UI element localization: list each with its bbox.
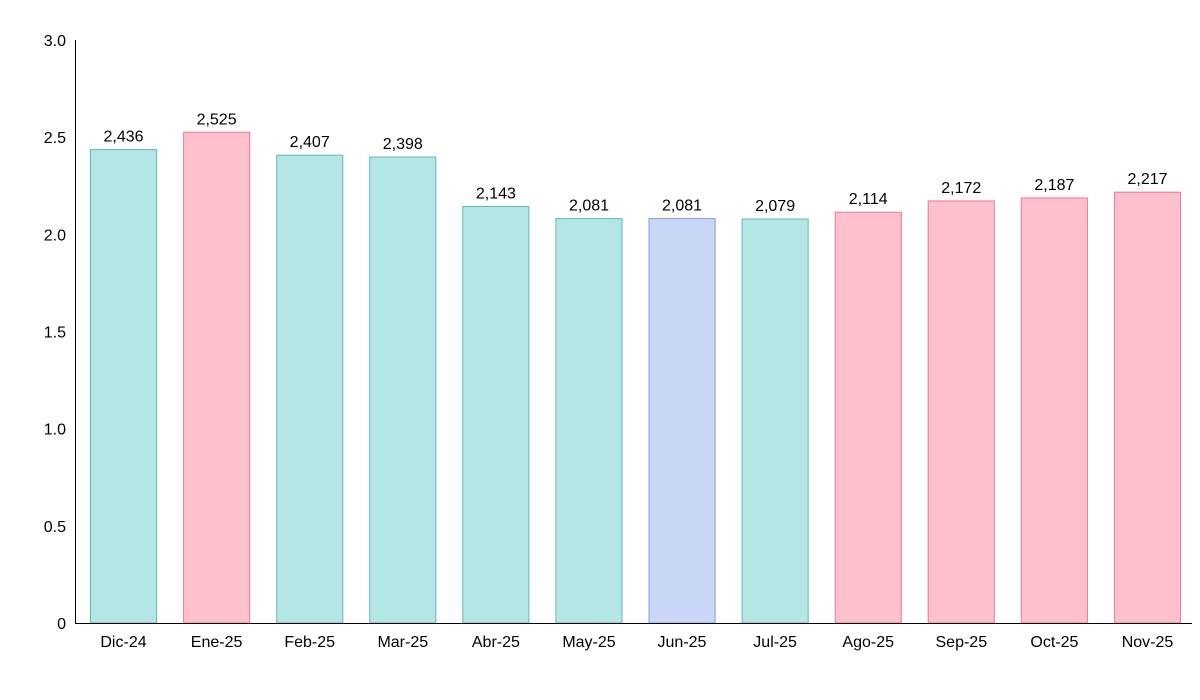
- y-tick-label: 2.0: [44, 227, 66, 244]
- data-label: 2,187: [1034, 177, 1074, 194]
- data-label: 2,114: [849, 191, 888, 208]
- y-axis: 0 0.5 1.0 1.5 2.0 2.5 3.0: [44, 33, 76, 633]
- bar-sep-25: [927, 200, 995, 624]
- bar-jun-25: [648, 218, 716, 624]
- y-tick-label: 3.0: [44, 33, 66, 50]
- bar-mar-25: [369, 156, 437, 624]
- data-label: 2,436: [103, 129, 143, 146]
- x-tick-label: Oct-25: [1030, 634, 1078, 651]
- data-label: 2,081: [662, 198, 702, 215]
- data-labels: 2,436 2,525 2,407 2,398 2,143 2,081 2,081 2,079…: [103, 111, 1167, 215]
- y-tick-label: 1.5: [44, 325, 66, 342]
- data-label: 2,081: [569, 198, 609, 215]
- bar-nov-25: [1113, 191, 1182, 624]
- x-tick-label: Nov-25: [1122, 634, 1174, 651]
- bar-feb-25: [276, 154, 344, 624]
- x-tick-label: Sep-25: [936, 634, 988, 651]
- bar-dic-24: [90, 149, 158, 624]
- y-tick-label: 1.0: [44, 422, 66, 439]
- x-tick-label: Feb-25: [284, 634, 335, 651]
- bar-ago-25: [834, 211, 902, 624]
- data-label: 2,398: [383, 136, 423, 153]
- data-label: 2,172: [941, 180, 981, 197]
- y-tick-label: 0.5: [44, 519, 66, 536]
- data-label: 2,525: [197, 111, 237, 128]
- x-tick-label: Ago-25: [842, 634, 894, 651]
- bar-abr-25: [462, 206, 530, 624]
- x-tick-label: Dic-24: [100, 634, 146, 651]
- bar-oct-25: [1020, 197, 1088, 624]
- bar-jul-25: [741, 218, 809, 624]
- data-label: 2,407: [290, 134, 330, 151]
- data-label: 2,143: [476, 186, 516, 203]
- y-tick-label: 2.5: [44, 130, 66, 147]
- x-tick-label: Jun-25: [658, 634, 707, 651]
- x-tick-label: Mar-25: [377, 634, 428, 651]
- data-label: 2,079: [755, 198, 795, 215]
- data-label: 2,217: [1127, 171, 1167, 188]
- bar-may-25: [555, 218, 623, 624]
- x-tick-label: May-25: [562, 634, 615, 651]
- x-tick-label: Ene-25: [191, 634, 243, 651]
- x-axis: Dic-24 Ene-25 Feb-25 Mar-25 Abr-25 May-25 Jun-…: [75, 623, 1192, 651]
- bar-ene-25: [183, 131, 251, 624]
- y-tick-label: 0: [57, 616, 66, 633]
- x-tick-label: Abr-25: [472, 634, 520, 651]
- x-tick-label: Jul-25: [753, 634, 797, 651]
- bars: [90, 131, 1182, 624]
